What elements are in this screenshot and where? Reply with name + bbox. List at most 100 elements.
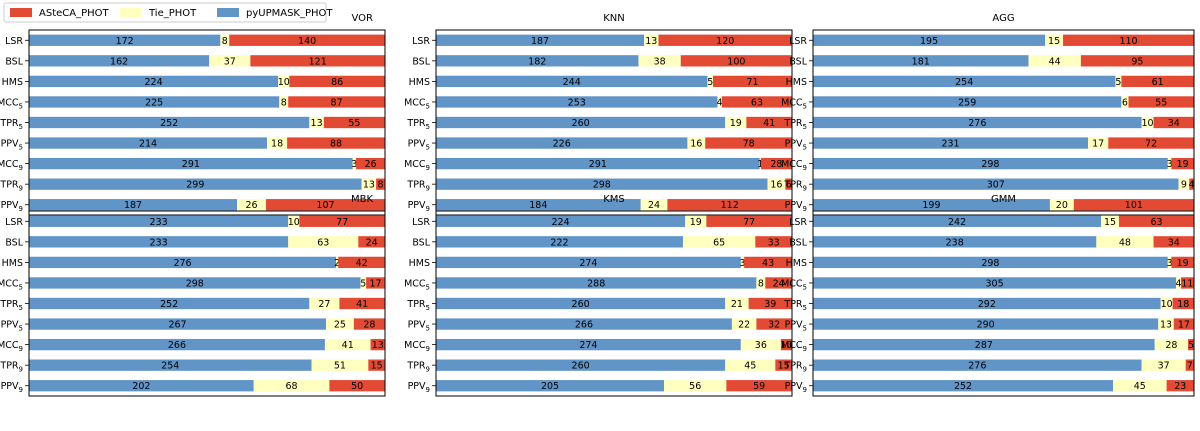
bar-segment-asteca-phot (658, 34, 792, 46)
category-subscript: 9 (803, 164, 807, 172)
bar-segment-asteca-phot (358, 236, 385, 248)
panel-vor: VOR 172 8 140 LSR 162 37 121 BSL 224 10 86 HMS 225 8 87… (0, 13, 386, 216)
bar-value-label: 50 (351, 381, 363, 392)
category-name: TPR (783, 180, 803, 191)
y-tick-label: PPV5 (1, 139, 23, 152)
bar-value-label: 121 (309, 56, 327, 67)
bar-value-label: 55 (348, 118, 360, 129)
legend-swatch (10, 8, 32, 17)
category-name: PPV (1, 139, 19, 150)
category-subscript: 9 (19, 345, 23, 353)
category-name: TPR (783, 118, 803, 129)
bar-value-label: 45 (744, 361, 756, 372)
bar-segment-tie-phot (1028, 55, 1081, 67)
bar-value-label: 17 (1178, 320, 1190, 331)
bar-value-label: 63 (317, 237, 329, 248)
bar-value-label: 238 (946, 237, 964, 248)
bar-segment-pyupmask-phot (29, 236, 289, 248)
bar-value-label: 252 (160, 118, 178, 129)
bar-value-label: 9 (1181, 180, 1187, 191)
category-subscript: 9 (803, 366, 807, 374)
bar-value-label: 242 (948, 217, 966, 228)
category-subscript: 5 (426, 102, 430, 110)
bar-segment-tie-phot (324, 338, 371, 351)
category-name: PPV (785, 200, 803, 211)
category-name: TPR (406, 299, 426, 310)
bar-value-label: 181 (912, 56, 930, 67)
y-tick-label: TPR5 (783, 299, 807, 312)
panel-title: KNN (603, 13, 625, 24)
category-name: MCC (0, 97, 19, 108)
bar-segment-pyupmask-phot (29, 116, 310, 129)
bar-value-label: 34 (1168, 118, 1180, 129)
bar-segment-tie-phot (664, 380, 727, 392)
bar-value-label: 63 (1150, 217, 1162, 228)
bar-segment-pyupmask-phot (436, 157, 760, 170)
bar-value-label: 68 (286, 381, 298, 392)
bar-segment-pyupmask-phot (813, 359, 1142, 371)
y-tick-label: BSL (412, 56, 430, 67)
y-tick-label: TPR9 (0, 180, 23, 193)
bar-segment-pyupmask-phot (813, 318, 1159, 330)
category-name: HMS (786, 77, 807, 88)
bar-segment-pyupmask-phot (813, 34, 1046, 46)
bar-segment-asteca-phot (706, 215, 792, 227)
category-name: MCC (0, 278, 19, 289)
bar-value-label: 298 (981, 258, 999, 269)
bar-segment-asteca-phot (265, 199, 385, 211)
y-tick-label: PPV5 (785, 139, 807, 152)
bar-value-label: 290 (977, 320, 995, 331)
category-name: PPV (408, 139, 426, 150)
bar-value-label: 5 (1188, 340, 1194, 351)
bar-value-label: 7 (1187, 361, 1193, 372)
bar-segment-pyupmask-phot (813, 178, 1179, 190)
bar-value-label: 15 (1048, 36, 1060, 47)
y-tick-label: LSR (412, 217, 430, 228)
bar-value-label: 16 (690, 139, 702, 150)
category-name: LSR (5, 36, 23, 47)
bar-value-label: 224 (552, 217, 570, 228)
category-name: MCC (781, 278, 803, 289)
bar-value-label: 20 (1056, 200, 1068, 211)
bar-value-label: 233 (150, 237, 168, 248)
bar-value-label: 252 (160, 299, 178, 310)
y-tick-label: PPV9 (1, 200, 23, 213)
bar-segment-pyupmask-phot (29, 157, 353, 170)
bar-value-label: 107 (316, 200, 334, 211)
bar-value-label: 37 (224, 56, 236, 67)
bar-value-label: 100 (727, 56, 745, 67)
bar-value-label: 88 (330, 139, 342, 150)
bar-value-label: 259 (958, 97, 976, 108)
category-subscript: 5 (803, 123, 807, 131)
bar-value-label: 233 (150, 217, 168, 228)
bar-segment-tie-phot (685, 215, 707, 227)
bar-value-label: 26 (364, 159, 376, 170)
bar-segment-asteca-phot (356, 157, 385, 170)
bar-value-label: 6 (786, 180, 792, 191)
bar-value-label: 287 (975, 340, 993, 351)
bar-segment-tie-phot (267, 137, 288, 149)
bar-value-label: 5 (360, 278, 366, 289)
y-tick-label: MCC5 (0, 278, 23, 291)
bar-segment-tie-phot (717, 96, 722, 108)
bar-segment-pyupmask-phot (29, 318, 327, 330)
bar-segment-pyupmask-phot (29, 338, 325, 351)
bar-segment-tie-phot (725, 297, 749, 310)
bar-value-label: 5 (1115, 77, 1121, 88)
y-tick-label: MCC5 (0, 97, 23, 110)
y-tick-label: MCC9 (0, 159, 23, 172)
bar-segment-asteca-phot (1189, 178, 1194, 190)
bar-value-label: 55 (1155, 97, 1167, 108)
bar-segment-tie-phot (1141, 116, 1154, 129)
bar-segment-tie-phot (731, 318, 757, 330)
bar-segment-pyupmask-phot (436, 297, 726, 310)
bar-value-label: 48 (1119, 237, 1131, 248)
bar-segment-asteca-phot (765, 277, 792, 289)
bar-segment-asteca-phot (339, 297, 385, 310)
bar-value-label: 44 (1049, 56, 1061, 67)
bar-value-label: 8 (281, 97, 287, 108)
bar-segment-asteca-phot (287, 137, 385, 149)
y-tick-label: TPR5 (0, 118, 23, 131)
category-name: PPV (408, 200, 426, 211)
